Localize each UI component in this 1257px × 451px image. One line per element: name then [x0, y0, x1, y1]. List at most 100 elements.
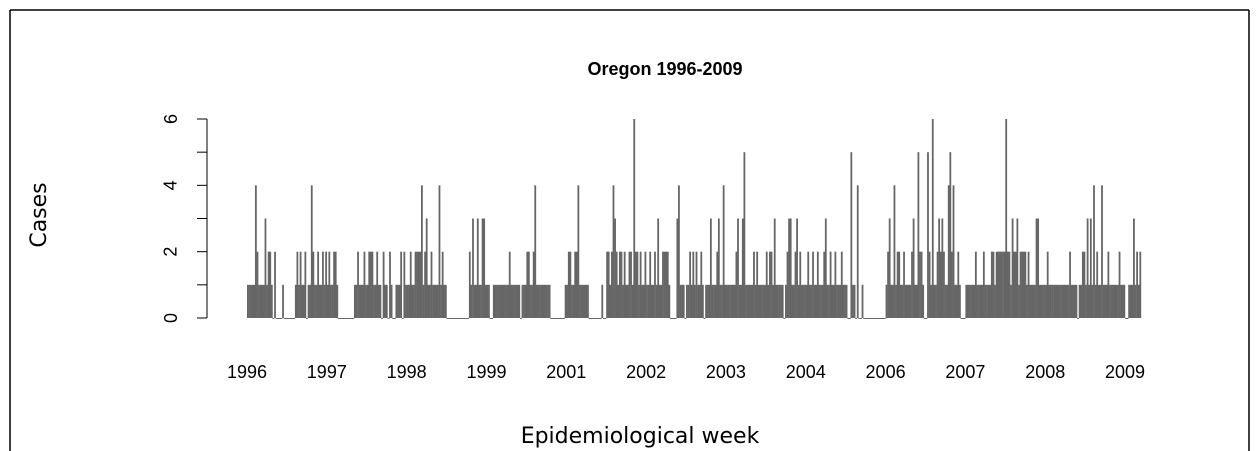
bar	[583, 284, 586, 318]
bar	[767, 284, 770, 318]
bar	[258, 284, 260, 318]
bar	[990, 251, 993, 318]
bar	[475, 284, 478, 318]
bar	[1072, 284, 1075, 318]
bar	[476, 218, 479, 318]
bar	[743, 152, 746, 318]
bar	[818, 284, 821, 318]
bar	[764, 284, 767, 318]
bar	[1120, 284, 1123, 318]
bar	[660, 284, 663, 318]
bar	[877, 318, 880, 319]
bar	[537, 284, 540, 318]
bar	[711, 284, 714, 318]
bar	[903, 251, 905, 318]
bar	[832, 284, 835, 318]
bar	[580, 284, 583, 318]
bar	[872, 318, 875, 319]
bar	[895, 284, 897, 318]
bar	[655, 284, 658, 318]
bar	[880, 318, 883, 319]
bar	[796, 218, 798, 318]
bar	[401, 318, 404, 319]
bar	[377, 284, 380, 318]
bar	[369, 251, 372, 318]
bar	[606, 251, 608, 318]
bar	[1013, 251, 1016, 318]
bar	[716, 251, 719, 318]
bar	[925, 318, 928, 319]
bar	[973, 284, 976, 318]
bar	[468, 251, 471, 318]
bar	[1026, 284, 1028, 318]
bar	[460, 318, 463, 319]
bar	[617, 284, 620, 318]
bar	[1059, 284, 1062, 318]
bar	[247, 284, 249, 318]
bar	[342, 318, 345, 319]
bar	[698, 284, 701, 318]
bar	[441, 251, 444, 318]
bar	[1133, 218, 1135, 318]
bar	[626, 284, 629, 318]
bar	[963, 318, 966, 319]
bar	[473, 284, 476, 318]
bar	[823, 251, 826, 318]
bar	[665, 251, 668, 318]
bar	[575, 251, 578, 318]
bar	[732, 284, 735, 318]
bar	[1016, 218, 1019, 318]
bar	[563, 318, 565, 319]
bar	[749, 284, 752, 318]
bar	[829, 251, 832, 318]
bar	[1086, 218, 1089, 318]
bar	[960, 318, 963, 319]
bar	[1070, 284, 1073, 318]
bar	[847, 318, 850, 319]
bar	[780, 284, 783, 318]
bar	[957, 251, 960, 318]
bar	[947, 185, 950, 318]
bar	[567, 251, 570, 318]
bar	[952, 185, 955, 318]
bar	[1038, 284, 1041, 318]
bar	[729, 284, 731, 318]
bar	[1107, 251, 1110, 318]
bar	[542, 284, 545, 318]
bar	[863, 318, 866, 319]
bar	[911, 251, 913, 318]
bar	[730, 284, 733, 318]
bar	[435, 284, 438, 318]
bar	[1014, 251, 1017, 318]
bar	[738, 284, 741, 318]
bar	[686, 284, 688, 318]
bar	[566, 284, 569, 318]
bar	[556, 318, 559, 319]
bar	[1115, 284, 1118, 318]
bar	[678, 185, 680, 318]
bar	[689, 251, 692, 318]
bar	[262, 284, 265, 318]
y-tick-label: 6	[161, 114, 181, 124]
bar	[654, 251, 656, 318]
bar	[494, 284, 497, 318]
bar	[1043, 284, 1046, 318]
bar	[392, 318, 395, 319]
bar	[253, 284, 256, 318]
bar	[666, 251, 669, 318]
bar	[278, 318, 281, 319]
bar	[1093, 185, 1095, 318]
bar	[864, 318, 867, 319]
bar	[360, 284, 363, 318]
bar	[296, 251, 299, 318]
bar	[266, 284, 268, 318]
bar	[970, 284, 972, 318]
bar	[588, 318, 591, 319]
bar	[519, 318, 522, 319]
bar	[708, 284, 711, 318]
bar	[529, 284, 532, 318]
bar	[470, 284, 473, 318]
bar	[701, 284, 704, 318]
bar	[267, 251, 270, 318]
bar	[885, 284, 888, 318]
